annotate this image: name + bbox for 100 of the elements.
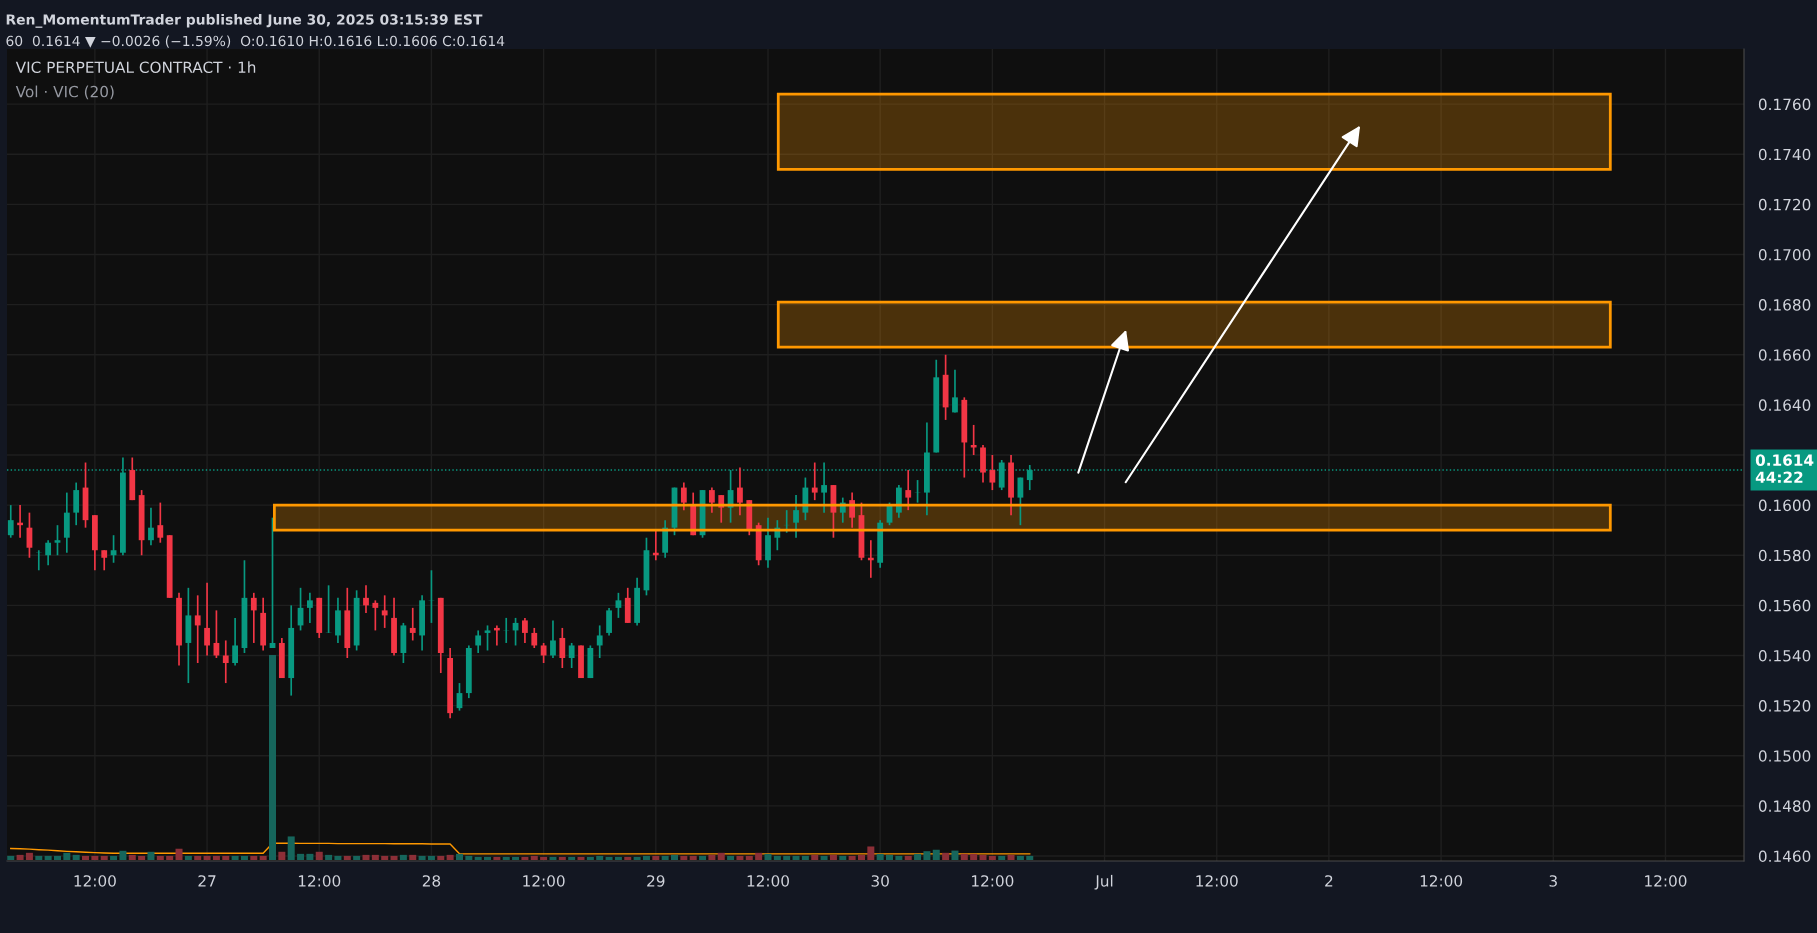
x-tick-label: 28: [422, 875, 441, 887]
candlestick: [475, 629, 482, 654]
y-tick-label: 0.1580: [1758, 549, 1811, 562]
bar: [91, 855, 99, 860]
y-tick-label: 0.1520: [1758, 700, 1811, 712]
bar: [988, 855, 996, 860]
candlestick: [194, 594, 201, 664]
candlestick: [7, 504, 14, 539]
x-tick-label: 29: [647, 875, 665, 887]
bar: [250, 855, 258, 860]
bar: [325, 854, 333, 860]
candlestick: [307, 592, 313, 624]
x-tick-label: 2: [1325, 875, 1333, 887]
bar: [717, 852, 725, 860]
text: 60 0.1614 ▼ −0.0026 (−1.59%) O:0.1610 H:0.1616 L:0.1606 C:0.1614: [6, 35, 505, 48]
bar: [970, 853, 978, 860]
candlestick: [680, 481, 687, 511]
bar: [343, 855, 351, 860]
bar: [474, 856, 482, 860]
bar: [7, 855, 15, 860]
bar: [25, 852, 33, 860]
bar: [736, 855, 744, 860]
bar: [156, 855, 164, 860]
candlestick: [793, 494, 799, 539]
bar: [661, 855, 669, 860]
candlestick: [737, 466, 743, 516]
candlestick: [540, 642, 547, 664]
candlestick: [559, 627, 566, 669]
candlestick: [531, 627, 538, 649]
bar: [465, 855, 473, 860]
y-tick-label: 0.1740: [1758, 148, 1811, 161]
candlestick: [222, 639, 229, 684]
bar: [297, 853, 305, 860]
bar: [259, 855, 267, 860]
bar: [633, 856, 641, 860]
bar: [278, 851, 286, 860]
bar: [699, 855, 707, 860]
candlestick: [905, 469, 912, 511]
bar: [306, 853, 314, 860]
bar: [773, 855, 781, 860]
candlestick: [606, 607, 612, 637]
bar: [371, 854, 379, 860]
candlestick: [811, 461, 818, 501]
bar: [100, 855, 108, 860]
bar: [960, 853, 968, 860]
x-tick-label: 12:00: [523, 875, 565, 887]
bar: [755, 852, 763, 860]
bar: [614, 856, 622, 860]
text: 44:22: [1755, 471, 1803, 483]
bar: [904, 855, 912, 860]
candlestick: [550, 619, 556, 659]
x-tick-label: 27: [198, 875, 216, 887]
bar: [876, 853, 884, 860]
bar: [427, 855, 435, 860]
bar: [624, 856, 632, 860]
candlestick: [952, 368, 958, 414]
bar: [540, 856, 548, 860]
bar: [53, 855, 61, 860]
bar: [839, 855, 847, 860]
bar: [334, 855, 342, 860]
candlestick: [522, 617, 528, 644]
bar: [792, 855, 800, 860]
bar: [1026, 855, 1034, 860]
bar: [1016, 855, 1024, 860]
bar: [577, 856, 585, 860]
candlestick: [484, 624, 491, 652]
bar: [194, 855, 202, 860]
candlestick: [596, 624, 603, 659]
x-tick-label: 12:00: [972, 875, 1014, 887]
y-tick-label: 0.1480: [1758, 800, 1811, 812]
x-tick-label: 12:00: [298, 875, 341, 887]
text: Ren_MomentumTrader published June 30, 2025 03:15:39 EST: [6, 13, 483, 28]
candlestick: [409, 607, 416, 642]
candlestick: [73, 481, 80, 527]
bar: [138, 855, 146, 860]
candlestick: [989, 454, 996, 491]
bar: [820, 855, 828, 860]
bar: [44, 855, 52, 860]
candlestick: [45, 539, 52, 567]
bar: [119, 850, 127, 860]
candlestick: [101, 549, 108, 572]
bar: [16, 854, 24, 860]
x-tick-label: 12:00: [1196, 875, 1238, 887]
bar: [72, 854, 80, 860]
bar: [240, 855, 248, 860]
bar: [502, 856, 510, 860]
bar: [811, 854, 819, 860]
bar: [231, 855, 239, 860]
bar: [764, 853, 772, 860]
candlestick: [250, 592, 257, 644]
y-tick-label: 0.1540: [1758, 649, 1811, 662]
y-tick-label: 0.1660: [1758, 349, 1811, 361]
y-tick-label: 0.1560: [1758, 599, 1811, 612]
bar: [35, 855, 43, 860]
bar: [212, 855, 220, 860]
bar: [586, 856, 594, 860]
bar: [315, 851, 323, 860]
candlestick: [54, 524, 61, 557]
bar: [353, 855, 361, 860]
bar: [446, 854, 454, 860]
